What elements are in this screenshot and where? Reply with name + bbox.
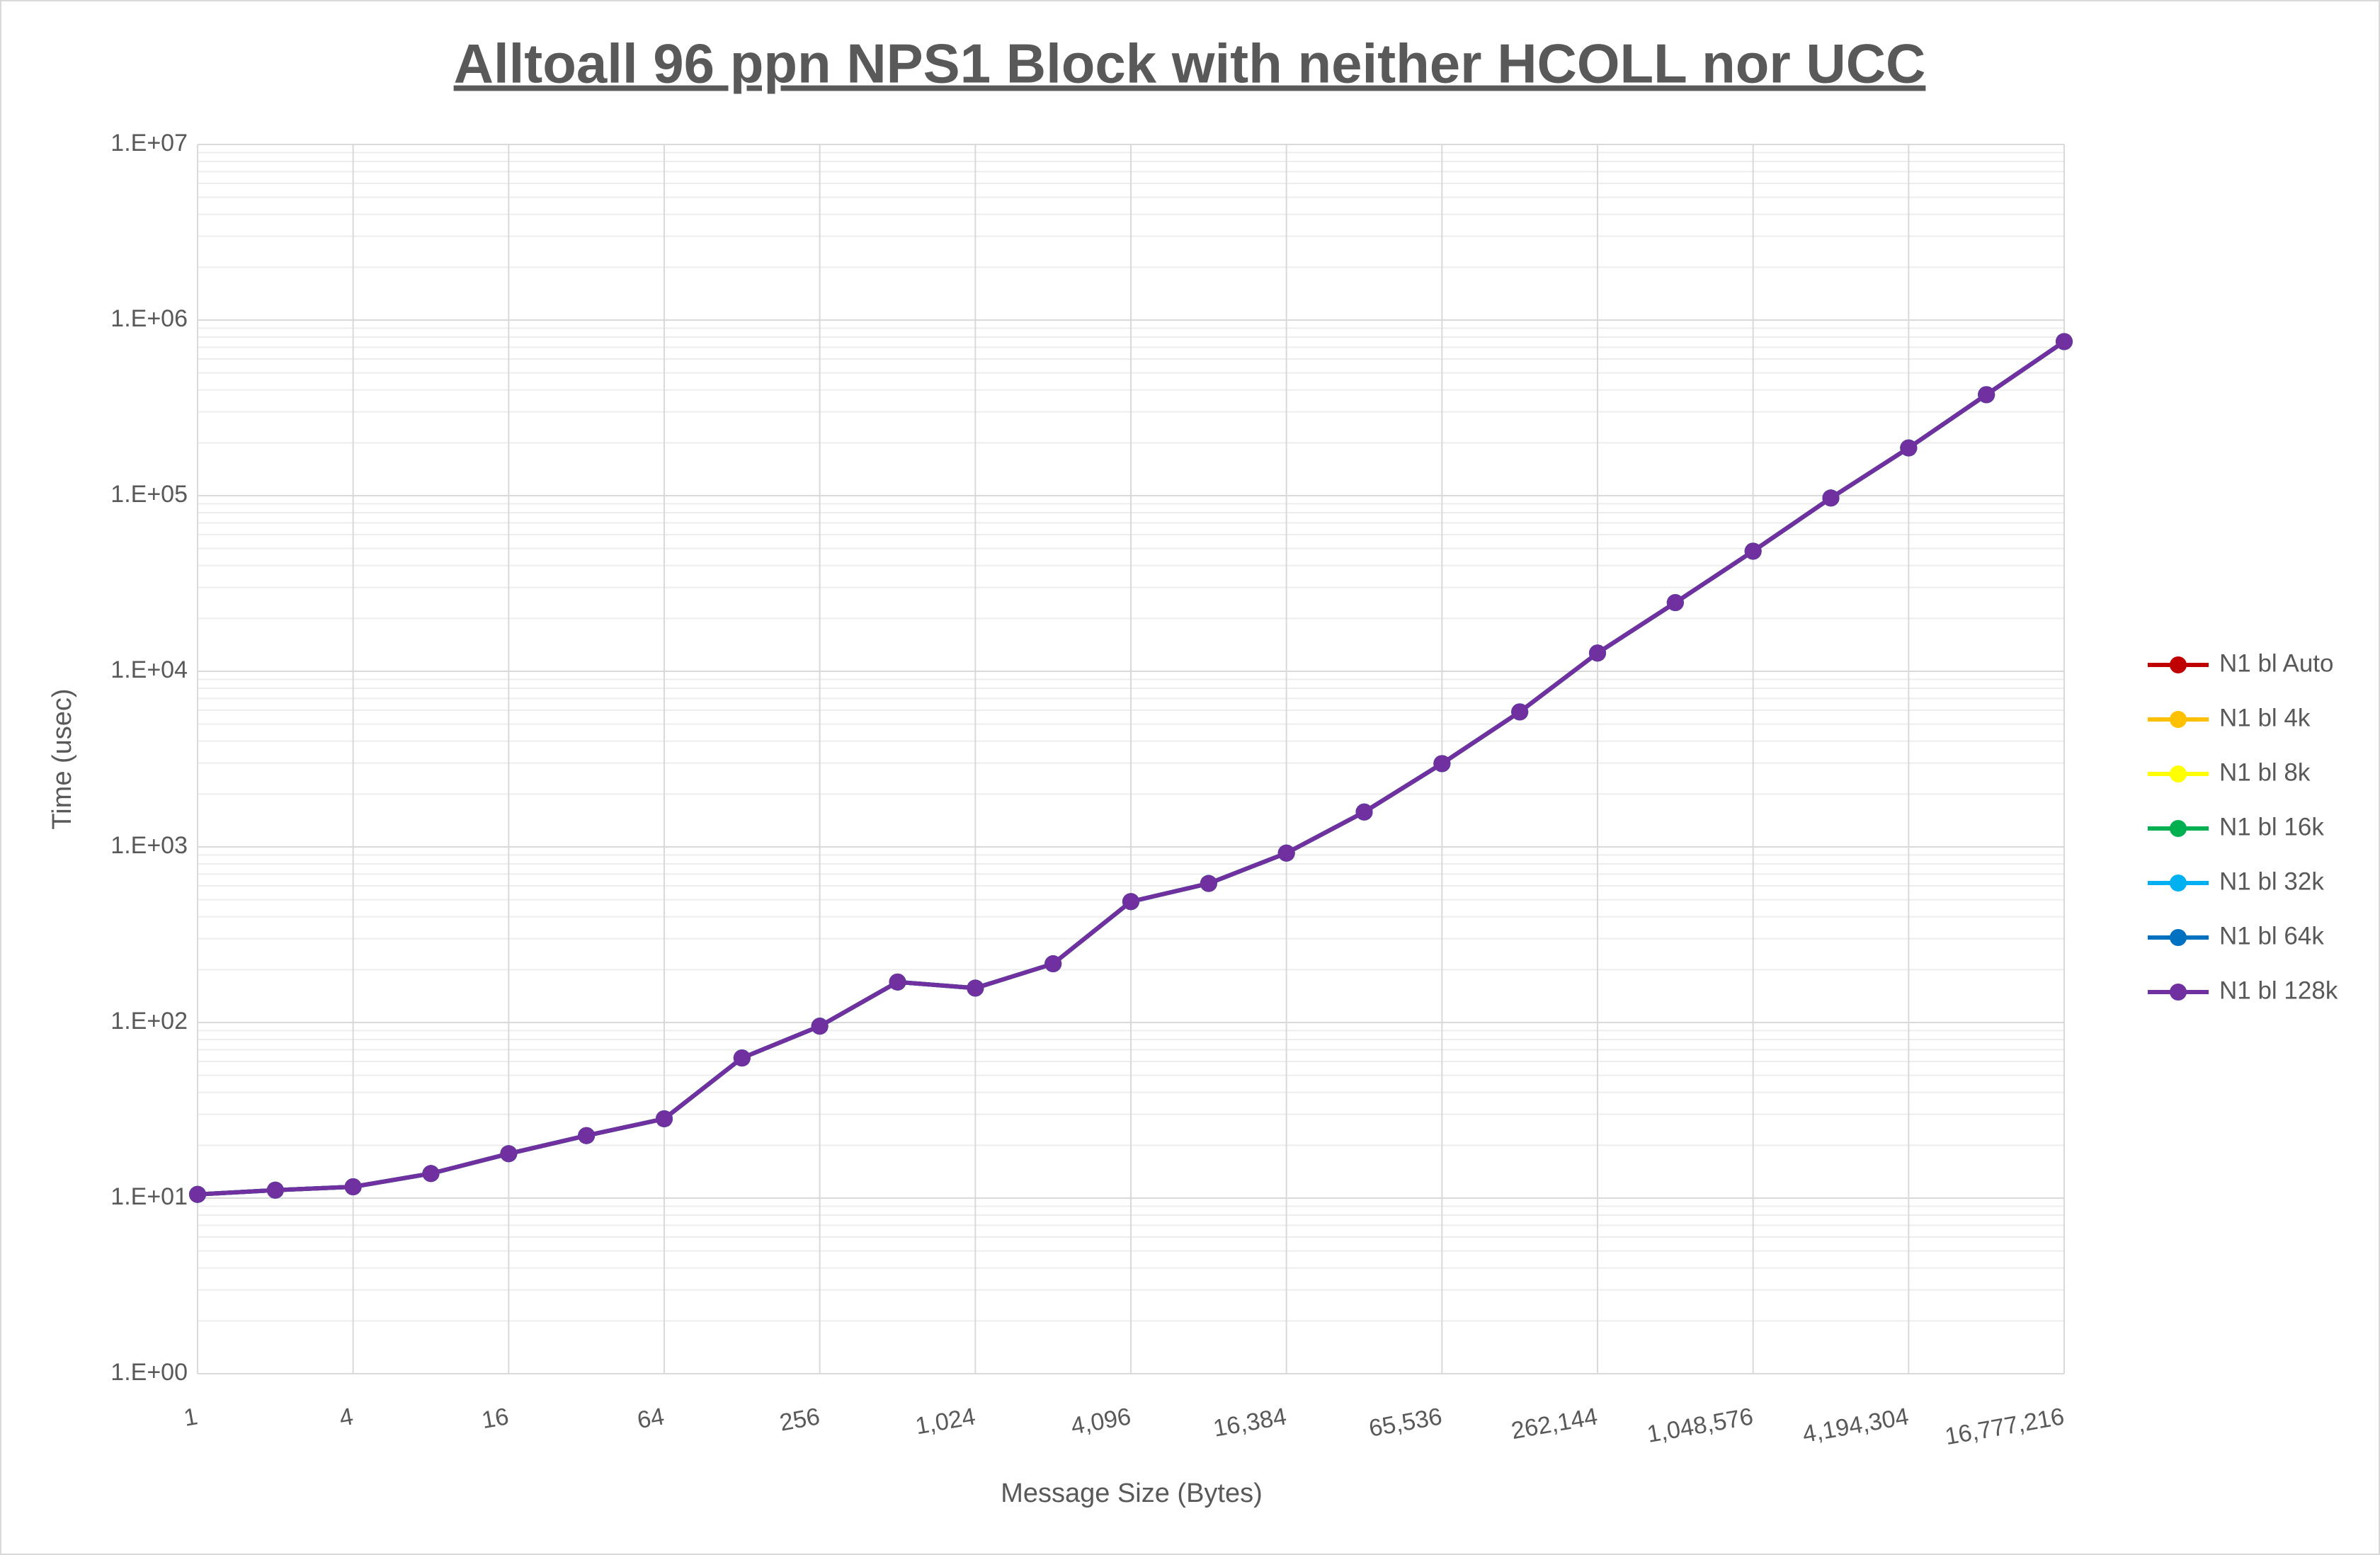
legend-label: N1 bl 64k [2219, 922, 2324, 950]
legend-label: N1 bl 32k [2219, 867, 2324, 895]
data-point [578, 1127, 596, 1144]
legend-marker [2170, 711, 2187, 728]
data-point [1666, 594, 1684, 612]
y-tick-label: 1.E+05 [110, 481, 188, 508]
legend-label: N1 bl Auto [2219, 649, 2334, 677]
y-tick-label: 1.E+00 [110, 1359, 188, 1386]
x-axis-title: Message Size (Bytes) [1001, 1479, 1263, 1508]
y-tick-label: 1.E+07 [110, 130, 188, 156]
y-tick-label: 1.E+06 [110, 305, 188, 332]
legend-label: N1 bl 8k [2219, 758, 2311, 786]
data-point [1822, 489, 1840, 507]
data-point [422, 1165, 440, 1183]
data-point [266, 1181, 284, 1199]
legend-marker [2170, 820, 2187, 837]
data-point [1744, 542, 1762, 560]
y-axis-title: Time (usec) [47, 688, 77, 829]
data-point [1355, 803, 1373, 821]
data-point [344, 1178, 362, 1196]
legend-label: N1 bl 128k [2219, 976, 2338, 1004]
y-tick-label: 1.E+02 [110, 1008, 188, 1035]
y-tick-label: 1.E+03 [110, 832, 188, 859]
legend-marker [2170, 656, 2187, 673]
y-tick-label: 1.E+04 [110, 656, 188, 683]
chart-title: Alltoall 96 ppn NPS1 Block with neither … [454, 33, 1926, 95]
data-point [1200, 875, 1217, 892]
legend-marker [2170, 984, 2187, 1001]
data-point [656, 1110, 673, 1127]
x-tick-label: 64 [635, 1403, 666, 1434]
data-point [1044, 955, 1062, 973]
data-point [1433, 755, 1451, 773]
data-point [1978, 386, 1995, 404]
data-point [733, 1049, 751, 1067]
data-point [2056, 333, 2073, 351]
data-point [189, 1185, 206, 1203]
legend-label: N1 bl 16k [2219, 813, 2324, 841]
data-point [1589, 644, 1606, 662]
legend-label: N1 bl 4k [2219, 704, 2311, 731]
data-point [1900, 439, 1918, 457]
y-tick-label: 1.E+01 [110, 1183, 188, 1210]
data-point [1122, 893, 1139, 911]
legend-marker [2170, 875, 2187, 892]
data-point [1511, 703, 1529, 721]
data-point [967, 979, 984, 997]
data-point [500, 1145, 518, 1163]
x-tick-label: 16 [479, 1403, 511, 1434]
legend-marker [2170, 929, 2187, 946]
legend-marker [2170, 765, 2187, 782]
data-point [811, 1018, 829, 1035]
data-point [889, 973, 906, 991]
data-point [1277, 844, 1295, 862]
